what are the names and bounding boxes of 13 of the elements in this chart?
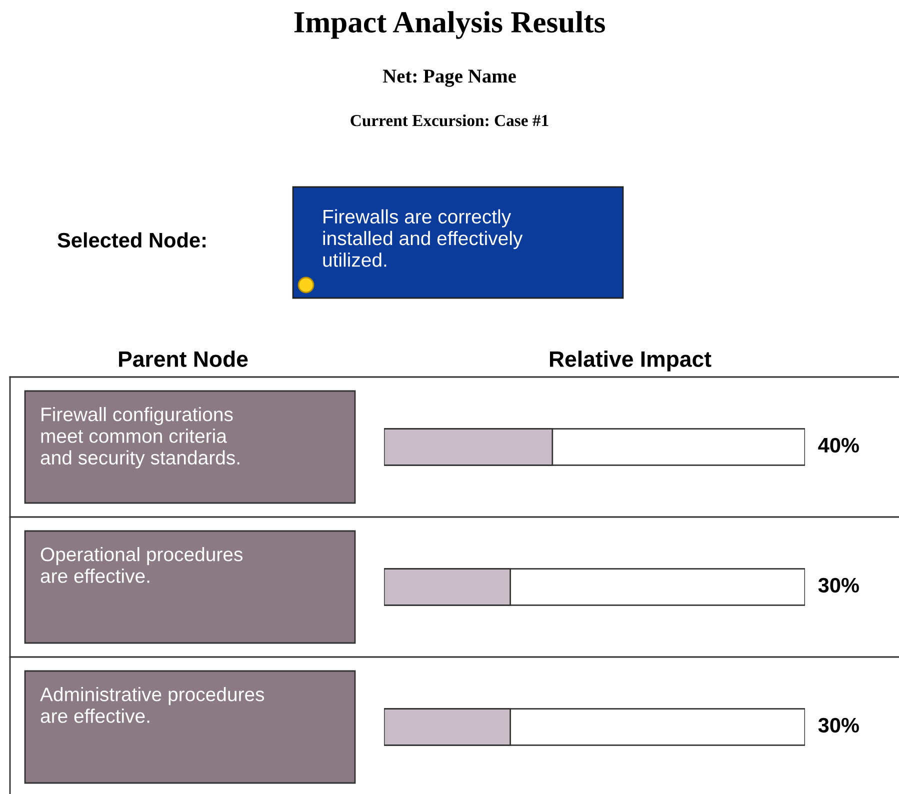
chart-title: Impact Analysis Results	[294, 11, 605, 39]
y-tick-label: Firewall configurations meet common criteria and security standards.	[40, 407, 240, 468]
y-axis-title: Parent Node	[119, 350, 248, 367]
data-label: 30%	[818, 718, 859, 733]
y-tick-label: Administrative procedures are effective.	[40, 687, 264, 723]
text: Selected Node:	[58, 232, 206, 248]
data-label: 30%	[818, 578, 859, 593]
x-axis-title: Relative Impact	[550, 350, 712, 372]
text: Current Excursion: Case #1	[350, 114, 548, 126]
y-tick-label: Operational procedures are effective.	[40, 547, 243, 583]
chart-subtitle: Net: Page Name	[382, 70, 516, 87]
data-label: 40%	[818, 438, 859, 453]
text: Firewalls are correctly installed and effectively utilized.	[323, 209, 523, 267]
